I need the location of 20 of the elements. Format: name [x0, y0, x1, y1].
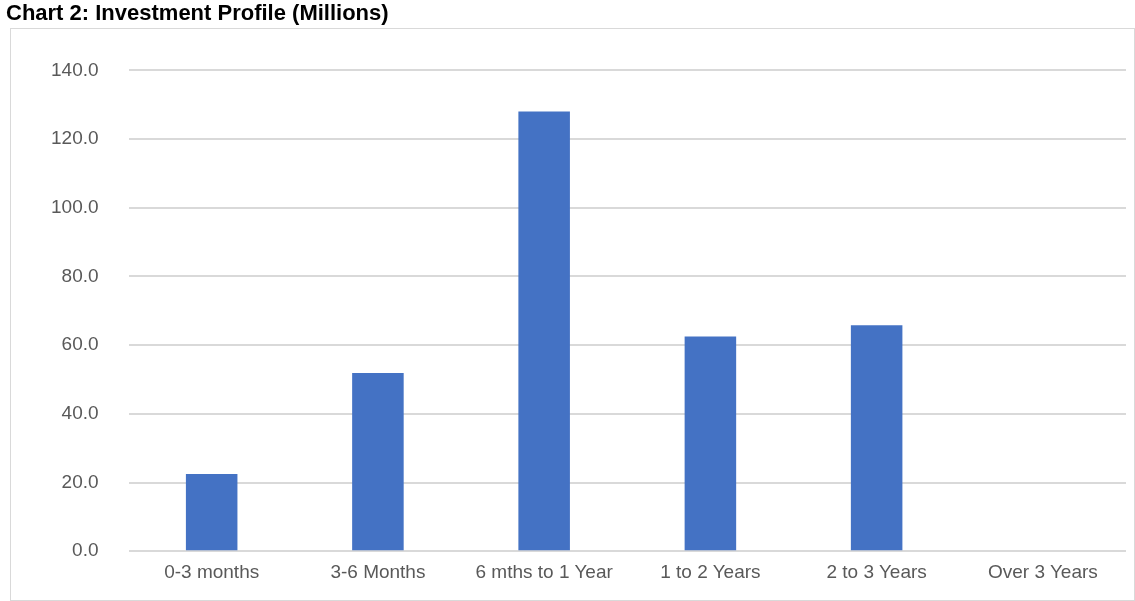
bar [684, 336, 737, 551]
bar [850, 325, 903, 551]
y-tick-label: 40.0 [61, 402, 99, 424]
bar [185, 473, 238, 551]
chart-title: Chart 2: Investment Profile (Millions) [6, 0, 389, 26]
x-tick-label: 1 to 2 Years [660, 560, 761, 582]
y-tick-label: 140.0 [51, 58, 99, 80]
y-tick-label: 60.0 [61, 333, 99, 355]
x-tick-label: 6 mths to 1 Year [475, 560, 614, 582]
y-tick-label: 80.0 [61, 264, 99, 286]
y-tick-label: 100.0 [51, 196, 99, 218]
x-tick-label: Over 3 Years [987, 560, 1098, 582]
y-tick-label: 0.0 [72, 539, 99, 561]
bar [352, 372, 404, 551]
bar [518, 111, 570, 551]
y-tick-label: 20.0 [61, 470, 99, 492]
y-tick-label: 120.0 [51, 127, 99, 149]
x-tick-label: 2 to 3 Years [826, 560, 927, 582]
x-tick-label: 3-6 Months [330, 560, 426, 582]
x-tick-label: 0-3 months [164, 560, 260, 582]
